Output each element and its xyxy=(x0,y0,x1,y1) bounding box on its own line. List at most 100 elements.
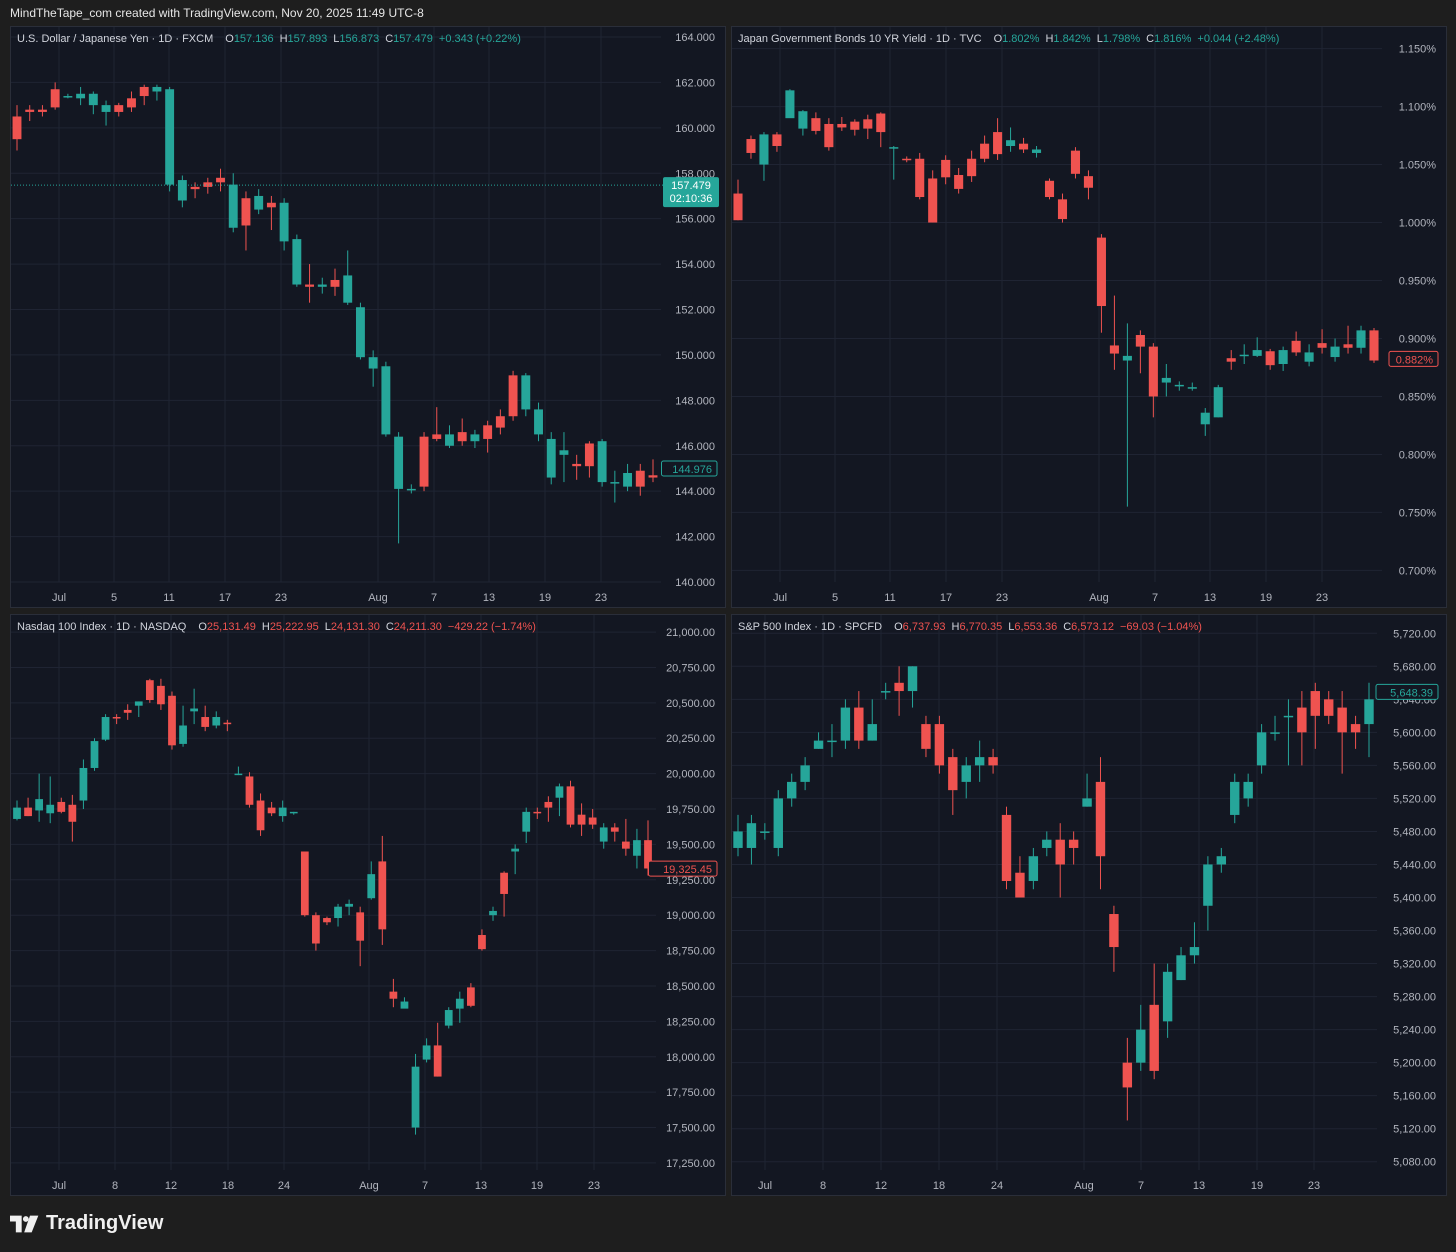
x-tick-label: 19 xyxy=(531,1180,543,1192)
candle-body xyxy=(1136,1029,1146,1063)
x-tick-label: 7 xyxy=(422,1180,428,1192)
legend-spx: S&P 500 Index · 1D · SPCFD O 6,737.93 H 6,… xyxy=(738,621,1202,633)
chart-svg-spx[interactable]: 5,720.005,680.005,640.005,600.005,560.00… xyxy=(732,615,1448,1197)
candle-body xyxy=(101,105,111,112)
candle-body xyxy=(368,357,378,369)
candle xyxy=(1149,963,1159,1080)
candle-body xyxy=(1239,354,1249,357)
candle xyxy=(907,666,918,708)
candle xyxy=(533,807,542,819)
candle xyxy=(599,823,608,849)
candle xyxy=(1304,344,1314,367)
candle xyxy=(934,715,945,774)
candle xyxy=(746,814,757,865)
candle xyxy=(88,91,98,115)
y-tick-label: 5,120.00 xyxy=(1393,1124,1436,1136)
candle-body xyxy=(145,680,154,701)
candle xyxy=(854,691,864,749)
x-tick-label: Jul xyxy=(773,592,787,604)
candle xyxy=(1068,831,1079,865)
candle xyxy=(445,425,454,449)
chart-panel-spx[interactable]: 5,720.00 5,680.00 5,640.00 5,600.00 5,560.00… xyxy=(731,614,1447,1196)
candle-body xyxy=(954,174,964,189)
candle-body xyxy=(478,935,486,950)
y-tick-label: 0.850% xyxy=(1399,391,1437,403)
symbol-name: U.S. Dollar / Japanese Yen · 1D · FXCM xyxy=(17,33,214,45)
chart-svg-jgb10y[interactable]: 1.150% 1.100% 1.050% 1.000% 0.950% 0.900% 0.85… xyxy=(732,27,1448,609)
candle-body xyxy=(216,177,225,183)
candle xyxy=(37,105,47,117)
y-tick-label: 5,080.00 xyxy=(1393,1157,1436,1169)
chart-svg-usdjpy[interactable]: 164.000162.000160.000158.000156.000154.0… xyxy=(11,27,727,609)
y-tick-label: 5,280.00 xyxy=(1393,992,1436,1004)
candle xyxy=(90,738,99,771)
x-axis: Jul 5 11 17 23 Aug 7 13 19 23 xyxy=(52,27,607,604)
candle xyxy=(389,978,398,1008)
candle xyxy=(500,871,508,917)
candle xyxy=(648,459,658,483)
candle-body xyxy=(967,158,977,177)
last-value-text: 5,648.39 xyxy=(1390,687,1433,699)
candle xyxy=(954,168,964,194)
candle-body xyxy=(511,848,520,852)
chart-panel-usdjpy[interactable]: 164.000 162.000 160.000 158.000 156.000 154.0… xyxy=(10,26,726,608)
candle-body xyxy=(889,147,899,149)
chart-svg-ndx[interactable]: 21,000.00 20,750.00 20,500.00 20,250.00 20,0… xyxy=(11,615,727,1197)
candle xyxy=(330,268,340,296)
candle-body xyxy=(356,912,365,941)
low-value: 1.798% xyxy=(1102,33,1141,45)
candle-body xyxy=(921,724,931,749)
x-tick-label: 8 xyxy=(820,1180,826,1192)
last-value-text: 144.976 xyxy=(672,464,712,476)
high-value: 157.893 xyxy=(287,33,328,45)
x-tick-label: 11 xyxy=(163,592,174,604)
candle-body xyxy=(256,800,265,831)
candle xyxy=(123,704,132,720)
x-axis: Jul 8 12 18 24 Aug 7 13 19 23 xyxy=(758,615,1320,1192)
x-tick-label: Aug xyxy=(368,592,388,604)
candle xyxy=(165,86,175,192)
y-tick-label: 18,750.00 xyxy=(666,946,715,958)
candle xyxy=(610,823,619,842)
candle-body xyxy=(1278,350,1288,364)
candle-body xyxy=(90,741,99,768)
y-tick-label: 19,500.00 xyxy=(666,839,715,851)
candle xyxy=(190,182,200,199)
y-tick-label: 164.000 xyxy=(675,32,715,44)
last-value-tag: 5,648.39 xyxy=(1375,683,1439,700)
chart-panel-jgb10y[interactable]: 1.150% 1.100% 1.050% 1.000% 0.950% 0.900% 0.85… xyxy=(731,26,1447,608)
candle-body xyxy=(317,284,327,287)
y-tick-label: 17,500.00 xyxy=(666,1123,715,1135)
candle xyxy=(1070,147,1081,179)
candle-body xyxy=(500,872,508,894)
candle-body xyxy=(394,436,404,489)
candle xyxy=(223,719,232,732)
candle-body xyxy=(12,116,22,140)
candle-body xyxy=(1057,199,1068,220)
candle xyxy=(1122,1037,1133,1121)
candle-body xyxy=(400,1001,409,1009)
legend-jgb10y: Japan Government Bonds 10 YR Yield · 1D … xyxy=(738,33,1280,45)
candle-body xyxy=(800,765,810,782)
candle xyxy=(134,701,143,718)
candle xyxy=(489,906,497,921)
candle xyxy=(837,117,847,131)
x-tick-label: 5 xyxy=(832,592,838,604)
y-tick-label: 5,600.00 xyxy=(1393,727,1436,739)
candle xyxy=(967,150,977,182)
y-tick-label: 5,560.00 xyxy=(1393,760,1436,772)
candle-body xyxy=(867,724,877,741)
chart-panel-ndx[interactable]: 21,000.00 20,750.00 20,500.00 20,250.00 20,0… xyxy=(10,614,726,1196)
candle xyxy=(577,803,586,836)
candle-body xyxy=(533,811,542,814)
legend-usdjpy: U.S. Dollar / Japanese Yen · 1D · FXCM O… xyxy=(17,33,521,45)
candle-body xyxy=(241,198,251,226)
candle-body xyxy=(190,186,200,190)
y-tick-label: 152.000 xyxy=(675,305,715,317)
candle xyxy=(508,370,518,421)
candle xyxy=(1082,773,1092,807)
y-tick-label: 162.000 xyxy=(675,77,715,89)
candle xyxy=(773,790,783,857)
candle-body xyxy=(157,685,165,705)
candle-body xyxy=(432,434,442,439)
